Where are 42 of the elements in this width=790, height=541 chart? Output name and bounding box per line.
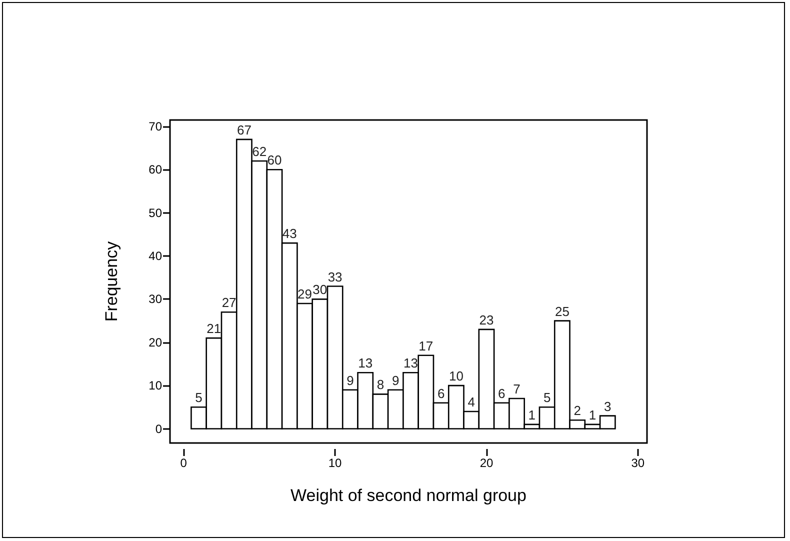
y-tick-label: 20 (148, 335, 162, 350)
data-label: 2 (574, 403, 581, 418)
data-label: 60 (267, 152, 282, 168)
y-tick-label: 40 (148, 249, 162, 264)
data-label: 10 (448, 368, 464, 384)
data-label: 3 (604, 398, 612, 414)
data-label: 7 (513, 382, 520, 397)
data-label: 1 (528, 407, 536, 422)
data-label: 29 (298, 286, 312, 302)
data-label: 21 (206, 321, 222, 336)
data-label: 5 (543, 390, 551, 406)
data-label: 13 (404, 356, 418, 371)
y-tick-label: 0 (155, 422, 162, 436)
data-label: 6 (498, 386, 506, 401)
data-label: 5 (195, 390, 202, 406)
data-label: 17 (418, 338, 434, 354)
data-label: 9 (346, 372, 354, 388)
data-label: 30 (312, 282, 328, 298)
data-label: 33 (328, 269, 342, 284)
data-label: 6 (437, 386, 445, 401)
data-label: 27 (222, 295, 236, 310)
y-axis-title: Frequency (102, 240, 121, 322)
x-tick-label: 10 (328, 456, 342, 470)
data-label: 25 (554, 304, 570, 319)
x-axis-title: Weight of second normal group (290, 486, 526, 505)
y-tick-label: 30 (148, 292, 162, 306)
data-label: 23 (479, 312, 494, 328)
x-tick-label: 30 (631, 456, 645, 470)
x-tick-label: 20 (480, 456, 494, 470)
y-tick-label: 50 (148, 206, 162, 220)
data-label: 9 (392, 372, 400, 388)
data-label: 4 (468, 394, 475, 410)
data-label: 13 (358, 356, 373, 371)
data-label: 8 (376, 377, 384, 392)
y-tick-label: 10 (148, 378, 162, 393)
data-label: 62 (252, 144, 267, 160)
data-label: 43 (282, 226, 297, 242)
y-tick-label: 60 (148, 162, 162, 177)
data-label: 67 (236, 122, 252, 138)
data-label: 1 (588, 407, 596, 422)
y-tick-label: 70 (148, 119, 162, 134)
x-tick-label: 0 (180, 456, 188, 470)
